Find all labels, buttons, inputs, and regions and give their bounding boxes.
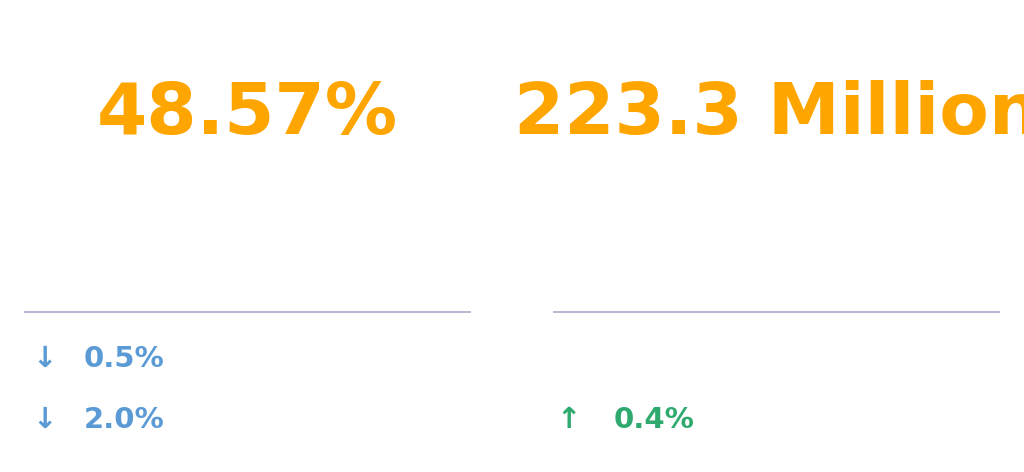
Text: 223.3 Million: 223.3 Million (513, 80, 1024, 149)
Text: 0.4%: 0.4% (613, 406, 694, 434)
Text: 0.0%: 0.0% (613, 345, 694, 373)
Text: since last week: since last week (163, 345, 426, 373)
Text: acres of crops in U.S. are
experiencing drought
conditions this week.: acres of crops in U.S. are experiencing … (590, 154, 964, 252)
Text: ↑: ↑ (557, 406, 582, 434)
Text: 2.0%: 2.0% (84, 406, 165, 434)
Text: ↓: ↓ (33, 406, 56, 434)
Text: ↓: ↓ (33, 345, 56, 373)
Text: 0.5%: 0.5% (84, 345, 165, 373)
Text: 48.57%: 48.57% (96, 80, 398, 149)
Text: since last week: since last week (692, 345, 955, 373)
Text: since last month: since last month (163, 406, 445, 434)
Text: of the U.S. and 57.97% of
the lower 48 states are in
drought this week.: of the U.S. and 57.97% of the lower 48 s… (55, 140, 439, 238)
Text: —: — (552, 342, 586, 375)
Text: since last month: since last month (692, 406, 975, 434)
